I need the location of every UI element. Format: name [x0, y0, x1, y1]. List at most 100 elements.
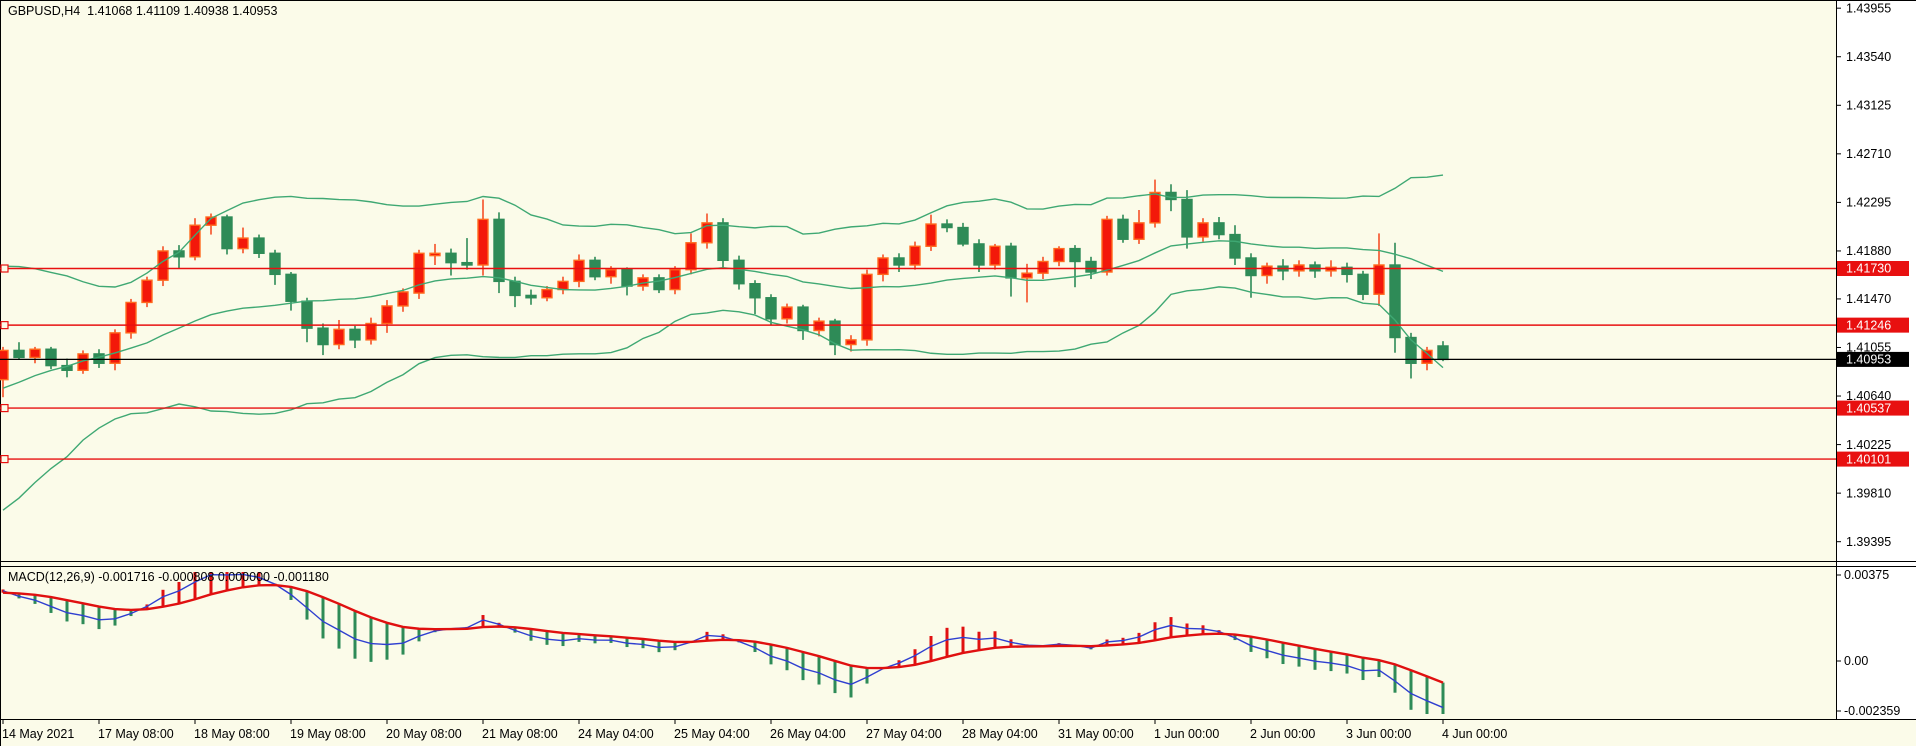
candle-bullish [237, 237, 249, 250]
candle-bearish [893, 257, 905, 266]
macd-main-line [2, 573, 1444, 709]
candle-bearish [1069, 247, 1081, 263]
candle-bullish [1373, 264, 1385, 295]
candle-bullish [109, 332, 121, 364]
bollinger-middle-band [2, 240, 1444, 389]
candle-bullish [29, 348, 41, 359]
candle-bullish [701, 222, 713, 244]
macd-axis-label: 0.00 [1844, 654, 1868, 668]
candle-bearish [445, 252, 457, 264]
price-line-badge[interactable] [1837, 351, 1909, 367]
price-axis-label: 1.40225 [1846, 438, 1891, 452]
candle-bullish [413, 252, 425, 294]
candle-bullish [1021, 272, 1033, 279]
price-axis-label: 1.39395 [1846, 535, 1891, 549]
candle-bearish [269, 252, 281, 276]
candle-bullish [669, 268, 681, 291]
level-line-handle[interactable] [0, 454, 9, 464]
price-axis-label: 1.41055 [1846, 341, 1891, 355]
candle-bearish [1405, 336, 1417, 364]
candle-bearish [1229, 233, 1241, 259]
candle-bearish [301, 300, 313, 329]
candle-bearish [13, 349, 25, 359]
candle-bullish [925, 223, 937, 247]
candle-bullish [477, 218, 489, 266]
time-axis-label: 21 May 08:00 [482, 727, 558, 741]
candle-bearish [525, 294, 537, 299]
price-line-badge-label: 1.40953 [1846, 353, 1891, 367]
candle-bullish [989, 245, 1001, 266]
price-axis-label: 1.42295 [1846, 196, 1891, 210]
macd-axis-label: 0.00375 [1844, 568, 1889, 582]
candle-bullish [877, 257, 889, 276]
candle-bearish [765, 297, 777, 320]
time-axis-label: 25 May 04:00 [674, 727, 750, 741]
macd-signal-line [2, 583, 1444, 684]
candle-bullish [1421, 349, 1433, 364]
price-line-badge-label: 1.41246 [1846, 318, 1891, 332]
candle-bullish [0, 349, 9, 381]
time-axis-label: 28 May 04:00 [962, 727, 1038, 741]
candle-bullish [381, 305, 393, 325]
candle-bearish [733, 259, 745, 285]
candle-bullish [781, 306, 793, 320]
price-axis-label: 1.41880 [1846, 244, 1891, 258]
price-axis-label: 1.43125 [1846, 98, 1891, 112]
candle-bullish [1053, 247, 1065, 263]
candle-bearish [1117, 218, 1129, 240]
candle-bearish [1389, 264, 1401, 339]
candle-bullish [189, 224, 201, 258]
candle-bullish [861, 273, 873, 341]
time-axis-label: 18 May 08:00 [194, 727, 270, 741]
candle-bullish [141, 279, 153, 304]
time-axis-label: 14 May 2021 [2, 727, 74, 741]
time-axis-label: 24 May 04:00 [578, 727, 654, 741]
candle-bullish [205, 216, 217, 226]
candle-bullish [1037, 260, 1049, 274]
candle-bullish [1101, 218, 1113, 273]
time-axis-label: 27 May 04:00 [866, 727, 942, 741]
time-axis-label: 31 May 00:00 [1058, 727, 1134, 741]
price-axis-label: 1.43955 [1846, 1, 1891, 15]
time-axis-label: 1 Jun 00:00 [1154, 727, 1219, 741]
price-line-badge[interactable] [1837, 400, 1909, 416]
candle-bearish [45, 348, 57, 367]
candle-bearish [285, 273, 297, 302]
candle-bearish [461, 261, 473, 266]
candle-bearish [253, 237, 265, 254]
price-line-badge[interactable] [1837, 317, 1909, 333]
candle-bearish [749, 283, 761, 299]
level-line-handle[interactable] [0, 403, 9, 413]
price-axis-label: 1.41470 [1846, 292, 1891, 306]
candle-bearish [349, 328, 361, 341]
price-line-badge[interactable] [1837, 451, 1909, 467]
price-line-badge-label: 1.40537 [1846, 401, 1891, 415]
price-axis-label: 1.40640 [1846, 389, 1891, 403]
candle-bearish [957, 226, 969, 245]
candle-bearish [1181, 198, 1193, 238]
candle-bullish [1261, 265, 1273, 277]
bollinger-upper-band [2, 174, 1444, 288]
candle-bullish [541, 288, 553, 299]
price-line-badge[interactable] [1837, 261, 1909, 276]
candle-bullish [1197, 222, 1209, 238]
candle-bullish [685, 242, 697, 271]
price-axis-label: 1.42710 [1846, 147, 1891, 161]
level-line-handle[interactable] [0, 264, 9, 273]
candle-bullish [397, 291, 409, 307]
candle-bearish [941, 223, 953, 229]
candle-bearish [653, 277, 665, 291]
candle-bearish [1357, 273, 1369, 295]
candle-bearish [797, 306, 809, 332]
level-line-handle[interactable] [0, 321, 9, 330]
candle-bearish [829, 320, 841, 346]
time-axis-label: 26 May 04:00 [770, 727, 846, 741]
candle-bullish [557, 280, 569, 291]
candle-bullish [1133, 222, 1145, 240]
time-axis-label: 17 May 08:00 [98, 727, 174, 741]
candle-bearish [973, 243, 985, 266]
price-line-badge-label: 1.41730 [1846, 262, 1891, 276]
time-axis-label: 4 Jun 00:00 [1442, 727, 1507, 741]
